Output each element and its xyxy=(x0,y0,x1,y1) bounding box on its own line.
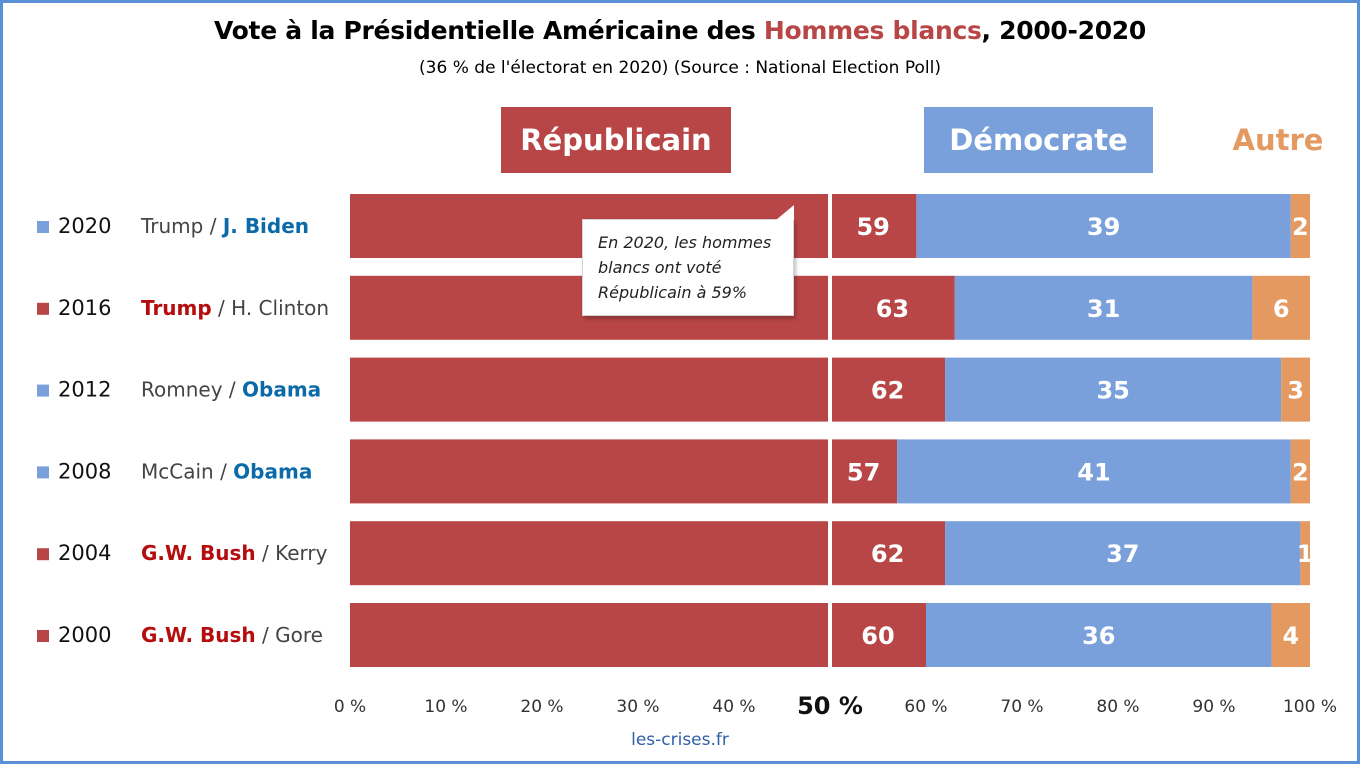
x-tick-label: 90 % xyxy=(1192,697,1235,717)
bar-oth-2008 xyxy=(1290,439,1310,504)
bar-rep-2000 xyxy=(350,603,926,667)
data-label-dem-2020: 39 xyxy=(1087,213,1120,241)
data-label-rep-2004: 62 xyxy=(871,540,904,568)
bar-dem-2000 xyxy=(926,603,1272,667)
callout-text: En 2020, les hommes blancs ont voté Répu… xyxy=(598,233,772,302)
candidate-dem-2004: Kerry xyxy=(275,541,328,565)
candidate-dem-2020: J. Biden xyxy=(221,214,309,238)
bar-oth-2004 xyxy=(1300,521,1310,586)
candidate-separator-2004: / xyxy=(256,541,275,565)
bar-dem-2012 xyxy=(945,357,1282,422)
bar-rep-2004 xyxy=(350,521,946,586)
data-label-rep-2016: 63 xyxy=(876,295,909,323)
data-label-oth-2008: 2 xyxy=(1292,458,1309,486)
bar-dem-2004 xyxy=(945,521,1301,586)
data-label-oth-2000: 4 xyxy=(1282,622,1299,650)
data-label-oth-2004: 1 xyxy=(1297,540,1314,568)
data-label-dem-2012: 35 xyxy=(1096,377,1129,405)
candidate-label-2012: Romney / Obama xyxy=(141,378,321,402)
candidate-rep-2020: Trump xyxy=(140,214,203,238)
chart-title: Vote à la Présidentielle Américaine des … xyxy=(0,16,1360,45)
candidate-separator-2012: / xyxy=(223,378,242,402)
legend-marker-2012 xyxy=(37,384,49,397)
year-label-2020: 2020 xyxy=(58,214,111,238)
year-label-2016: 2016 xyxy=(58,296,111,320)
candidate-separator-2008: / xyxy=(214,459,233,483)
candidate-label-2004: G.W. Bush / Kerry xyxy=(141,541,328,565)
data-label-oth-2020: 2 xyxy=(1292,213,1309,241)
candidate-rep-2004: G.W. Bush xyxy=(141,541,256,565)
header-republican: Républicain xyxy=(501,107,731,173)
chart-subtitle: (36 % de l'électorat en 2020) (Source : … xyxy=(419,58,941,78)
bar-dem-2016 xyxy=(954,275,1253,340)
callout-note: En 2020, les hommes blancs ont voté Répu… xyxy=(582,205,794,316)
candidate-dem-2016: H. Clinton xyxy=(231,296,329,320)
data-label-oth-2016: 6 xyxy=(1273,295,1290,323)
candidate-label-2000: G.W. Bush / Gore xyxy=(141,623,323,647)
title-suffix: , 2000-2020 xyxy=(981,16,1147,45)
candidate-label-2020: Trump / J. Biden xyxy=(140,214,309,238)
x-tick-label: 80 % xyxy=(1096,697,1139,717)
candidate-label-2016: Trump / H. Clinton xyxy=(141,296,329,320)
data-label-dem-2008: 41 xyxy=(1077,458,1110,486)
candidate-rep-2016: Trump xyxy=(141,296,212,320)
bar-dem-2008 xyxy=(897,439,1291,504)
data-label-dem-2004: 37 xyxy=(1106,540,1139,568)
candidate-dem-2008: Obama xyxy=(233,459,312,483)
bar-oth-2016 xyxy=(1252,275,1310,340)
title-prefix: Vote à la Présidentielle Américaine des xyxy=(214,16,764,45)
legend-marker-2000 xyxy=(37,630,49,642)
x-tick-label: 30 % xyxy=(616,697,659,717)
candidate-rep-2000: G.W. Bush xyxy=(141,623,256,647)
data-label-oth-2012: 3 xyxy=(1287,377,1304,405)
x-tick-label: 10 % xyxy=(424,697,467,717)
data-label-rep-2000: 60 xyxy=(861,622,894,650)
candidate-rep-2012: Romney xyxy=(141,378,223,402)
callout-notch xyxy=(776,205,794,220)
x-tick-label: 60 % xyxy=(904,697,947,717)
year-label-2008: 2008 xyxy=(58,459,111,483)
x-tick-label: 100 % xyxy=(1283,697,1337,717)
data-label-rep-2012: 62 xyxy=(871,377,904,405)
x-tick-label: 0 % xyxy=(334,697,366,717)
candidate-dem-2012: Obama xyxy=(242,378,321,402)
data-label-rep-2020: 59 xyxy=(856,213,889,241)
bar-oth-2000 xyxy=(1271,603,1310,667)
source-credit: les-crises.fr xyxy=(631,730,729,750)
bar-dem-2020 xyxy=(916,194,1291,258)
year-label-2012: 2012 xyxy=(58,378,111,402)
data-label-dem-2016: 31 xyxy=(1087,295,1120,323)
data-label-dem-2000: 36 xyxy=(1082,622,1115,650)
candidate-dem-2000: Gore xyxy=(275,623,323,647)
bar-rep-2012 xyxy=(350,357,946,422)
bar-oth-2020 xyxy=(1290,194,1310,258)
year-label-2000: 2000 xyxy=(58,623,111,647)
candidate-separator-2000: / xyxy=(256,623,275,647)
year-label-2004: 2004 xyxy=(58,541,111,565)
candidate-separator-2016: / xyxy=(212,296,231,320)
candidate-rep-2008: McCain xyxy=(141,459,214,483)
x-tick-label: 50 % xyxy=(797,692,863,720)
legend-marker-2016 xyxy=(37,302,49,315)
header-other: Autre xyxy=(1232,123,1324,157)
legend-marker-2020 xyxy=(37,221,49,233)
x-tick-label: 20 % xyxy=(520,697,563,717)
title-highlight: Hommes blancs xyxy=(763,16,982,45)
bar-oth-2012 xyxy=(1281,357,1310,422)
bar-rep-2008 xyxy=(350,439,898,504)
candidate-label-2008: McCain / Obama xyxy=(141,459,312,483)
header-democrat: Démocrate xyxy=(924,107,1153,173)
x-tick-label: 70 % xyxy=(1000,697,1043,717)
data-label-rep-2008: 57 xyxy=(847,458,880,486)
legend-marker-2004 xyxy=(37,548,49,561)
legend-marker-2008 xyxy=(37,466,49,479)
candidate-separator-2020: / xyxy=(203,214,222,238)
x-tick-label: 40 % xyxy=(712,697,755,717)
